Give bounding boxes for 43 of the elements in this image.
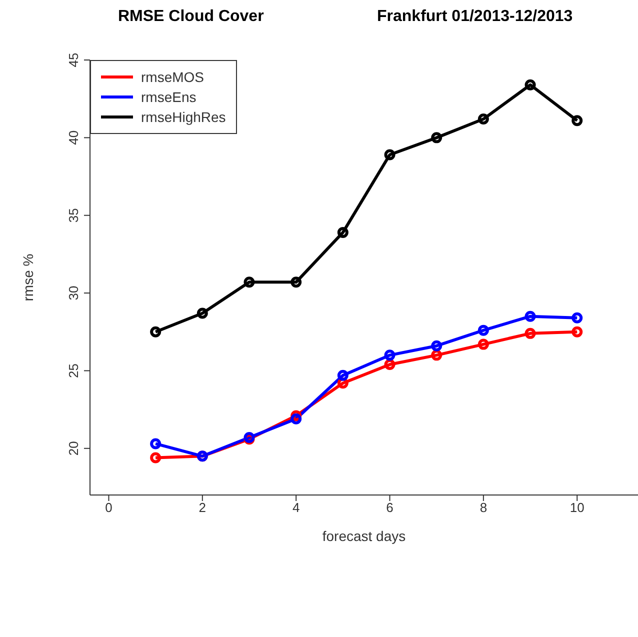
y-tick-label: 30	[66, 286, 81, 300]
x-tick-label: 0	[105, 500, 112, 516]
y-tick-label: 40	[66, 130, 81, 145]
y-tick-label: 35	[66, 208, 81, 223]
point	[337, 226, 348, 238]
point	[524, 79, 536, 90]
x-tick-label: 2	[198, 500, 206, 516]
y-tick-label: 25	[66, 363, 81, 378]
point	[524, 310, 536, 322]
legend-label: rmseHighRes	[141, 109, 226, 125]
point	[196, 308, 208, 319]
point	[384, 359, 396, 370]
point	[384, 350, 396, 361]
point	[431, 350, 442, 361]
legend-label: rmseEns	[141, 89, 196, 105]
point	[431, 132, 442, 144]
point	[290, 413, 302, 424]
chart-title: RMSE Cloud Cover	[118, 8, 264, 26]
y-tick-label: 45	[66, 52, 81, 68]
point	[337, 370, 348, 381]
point	[150, 326, 162, 338]
point	[478, 324, 489, 336]
y-axis-title: rmse %	[20, 254, 36, 302]
point	[150, 438, 162, 450]
chart-subtitle: Frankfurt 01/2013-12/2013	[377, 8, 573, 26]
point	[150, 452, 162, 464]
point	[431, 340, 442, 352]
y-tick-label: 20	[66, 441, 81, 456]
x-axis-title: forecast days	[322, 528, 406, 544]
point	[478, 338, 489, 350]
point	[572, 115, 583, 126]
x-tick-label: 4	[292, 500, 300, 516]
point	[524, 328, 536, 339]
x-tick-label: 8	[480, 500, 488, 516]
point	[244, 276, 255, 288]
legend-label: rmseMOS	[141, 69, 204, 85]
x-tick-label: 10	[570, 500, 584, 516]
point	[290, 276, 302, 288]
point	[572, 312, 583, 324]
point	[478, 114, 489, 125]
point	[572, 326, 583, 338]
point	[384, 149, 396, 160]
x-tick-label: 6	[386, 500, 394, 516]
